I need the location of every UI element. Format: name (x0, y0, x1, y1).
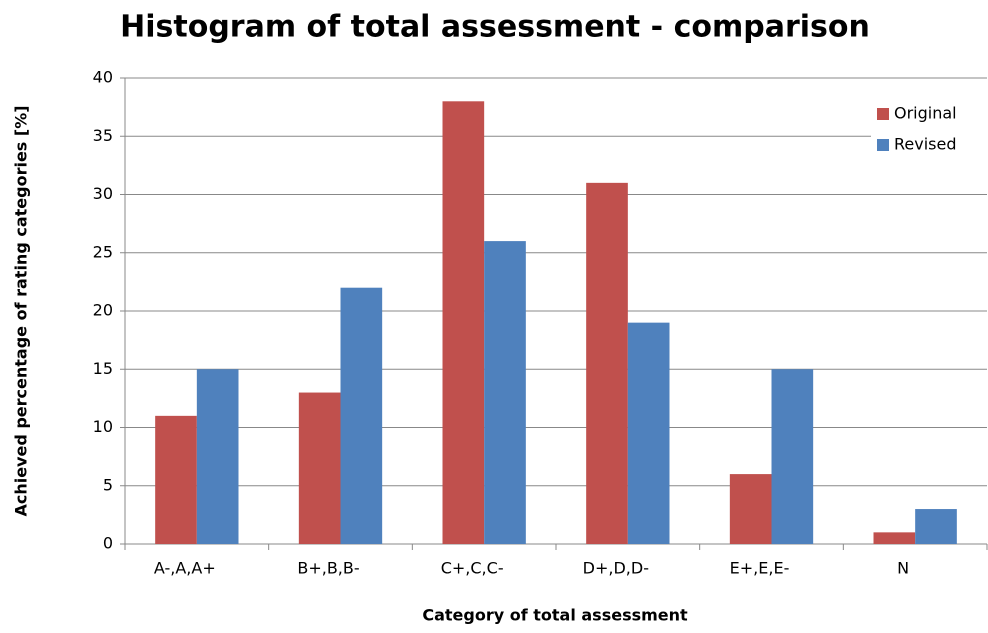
y-tick-label: 30 (93, 184, 113, 203)
bar (771, 369, 814, 544)
y-tick-label: 5 (103, 475, 113, 494)
x-tick-label: C+,C,C- (441, 559, 504, 578)
x-tick-label: N (897, 559, 909, 578)
y-tick-label: 40 (93, 68, 113, 87)
y-tick-label: 10 (93, 417, 113, 436)
legend-box (871, 82, 988, 152)
x-tick-label: B+,B,B- (297, 559, 359, 578)
x-axis-title: Category of total assessment (422, 606, 688, 625)
y-tick-label: 15 (93, 359, 113, 378)
bar (873, 532, 916, 544)
x-tick-label: E+,E,E- (730, 559, 790, 578)
bar (155, 415, 197, 544)
y-tick-label: 35 (93, 126, 113, 145)
bar (586, 182, 628, 544)
y-tick-label: 0 (103, 534, 113, 553)
y-tick-label: 25 (93, 242, 113, 261)
legend-label: Original (894, 104, 957, 123)
legend-swatch (877, 108, 889, 120)
bar (915, 509, 957, 544)
bar (196, 369, 239, 544)
y-axis-title: Achieved percentage of rating categories… (12, 105, 31, 516)
bar (627, 322, 670, 544)
chart-title: Histogram of total assessment - comparis… (120, 10, 870, 45)
bar (298, 392, 341, 544)
legend-label: Revised (894, 135, 957, 154)
bar (442, 101, 485, 545)
x-tick-label: A-,A,A+ (154, 559, 216, 578)
bar (340, 287, 383, 544)
legend-swatch (877, 139, 889, 151)
bar (484, 241, 526, 544)
bar (729, 474, 772, 544)
y-tick-label: 20 (93, 301, 113, 320)
x-tick-label: D+,D,D- (583, 559, 649, 578)
